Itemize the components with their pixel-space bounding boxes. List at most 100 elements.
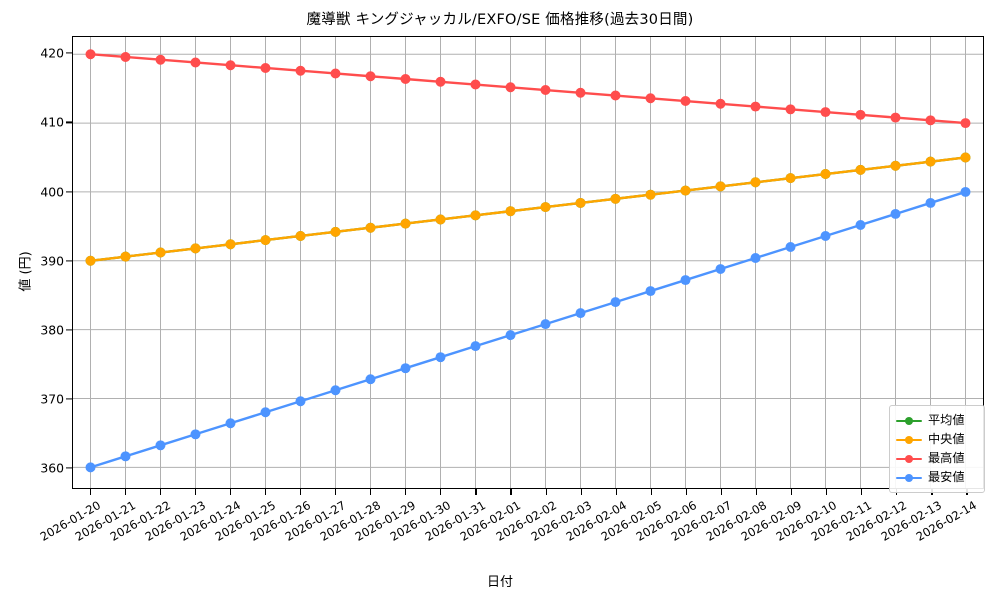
data-point [295, 65, 306, 76]
data-point [575, 308, 586, 319]
data-point [960, 186, 971, 197]
data-point [750, 253, 761, 264]
legend-marker-icon [896, 434, 922, 446]
data-point [295, 396, 306, 407]
data-point [820, 169, 831, 179]
data-point [330, 226, 341, 237]
data-point [260, 235, 271, 246]
data-point [890, 208, 901, 219]
y-axis-tick-mark [66, 398, 72, 400]
x-axis-tick-mark [440, 489, 442, 495]
x-axis-tick-mark [685, 489, 688, 495]
x-axis-tick-mark [159, 489, 161, 495]
data-point [575, 197, 586, 208]
chart-legend: 平均値中央値最高値最安値 [889, 405, 985, 493]
legend-marker-icon [896, 472, 922, 484]
data-point [785, 173, 796, 184]
y-axis-tick-mark [66, 329, 72, 331]
data-point [505, 82, 516, 93]
legend-label: 平均値 [928, 413, 965, 428]
data-point [820, 231, 831, 241]
data-point [470, 341, 481, 352]
x-axis-tick-mark [370, 489, 372, 495]
x-axis-tick-mark [300, 489, 302, 495]
data-point [330, 385, 341, 396]
data-point [400, 74, 411, 84]
x-axis-tick-mark [826, 489, 828, 495]
data-point [890, 112, 901, 123]
data-point [155, 247, 166, 258]
data-point [890, 160, 901, 171]
data-point [925, 115, 936, 126]
data-point [785, 104, 796, 115]
data-point [190, 243, 201, 254]
data-point [610, 297, 621, 308]
data-point [715, 264, 726, 275]
data-point [155, 440, 166, 451]
x-axis-tick-mark [475, 489, 477, 495]
x-axis-tick-mark [124, 489, 126, 495]
data-point [190, 429, 201, 440]
data-point [120, 251, 131, 262]
data-point [820, 107, 831, 118]
data-point [155, 54, 166, 65]
legend-item-最安値[interactable]: 最安値 [896, 468, 977, 487]
legend-label: 中央値 [928, 432, 965, 447]
data-point [225, 60, 236, 71]
legend-item-最高値[interactable]: 最高値 [896, 449, 977, 468]
x-axis-tick-mark [335, 489, 337, 495]
data-point [855, 109, 866, 120]
data-point [435, 214, 446, 225]
x-axis-label: 日付 [486, 575, 513, 590]
data-point [610, 90, 621, 101]
series-中央値 [85, 152, 971, 266]
x-axis-tick-mark [791, 489, 793, 495]
data-point [855, 164, 866, 175]
x-axis-tick-mark [720, 489, 723, 495]
series-最高値 [85, 49, 971, 129]
legend-item-平均値[interactable]: 平均値 [896, 411, 977, 430]
data-point [680, 275, 691, 286]
x-axis-tick-mark [405, 489, 407, 495]
data-point [435, 352, 446, 363]
data-point [540, 319, 551, 330]
y-axis-tick-label: 410 [40, 114, 64, 130]
data-point [960, 118, 971, 129]
data-point [260, 407, 271, 418]
data-point [400, 218, 411, 229]
legend-marker-icon [896, 453, 922, 465]
x-axis-tick-mark [861, 489, 863, 495]
plot-area [72, 36, 984, 489]
legend-item-中央値[interactable]: 中央値 [896, 430, 977, 449]
y-axis-tick-mark [66, 52, 72, 54]
x-axis-tick-mark [615, 489, 617, 495]
data-point [750, 177, 761, 188]
data-point [225, 239, 236, 250]
data-point [750, 101, 761, 112]
x-axis-tick-mark [650, 489, 652, 495]
data-point [645, 93, 656, 104]
data-point [365, 222, 376, 233]
data-point [645, 286, 656, 297]
data-point [925, 197, 936, 208]
data-point [120, 51, 131, 62]
data-point [365, 71, 376, 82]
y-axis-tick-label: 360 [40, 460, 64, 476]
y-axis-tick-mark [66, 121, 72, 124]
x-axis-tick-mark [264, 489, 267, 495]
y-axis-tick-label: 420 [40, 45, 64, 61]
data-point [470, 210, 481, 221]
x-axis-tick-mark [580, 489, 582, 495]
x-axis-tick-mark [194, 489, 196, 495]
y-axis-tick-mark [66, 260, 72, 262]
data-point [365, 374, 376, 385]
data-point [540, 85, 551, 95]
y-axis-tick-label: 370 [40, 391, 64, 407]
data-point [295, 231, 306, 241]
data-point [610, 193, 621, 204]
data-point [225, 418, 236, 429]
data-point [575, 87, 586, 98]
legend-label: 最高値 [928, 451, 965, 466]
data-point [505, 330, 516, 341]
data-point [680, 185, 691, 196]
